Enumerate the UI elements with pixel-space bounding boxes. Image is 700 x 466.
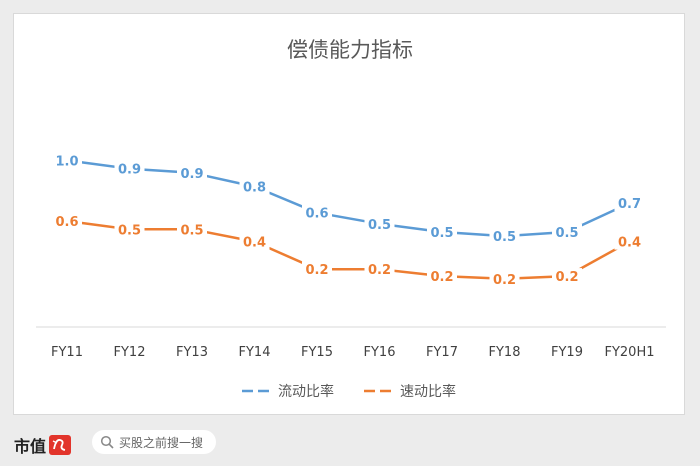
data-label-bg: [239, 233, 270, 250]
data-label-bg: [364, 261, 395, 278]
data-label-bg: [489, 270, 520, 287]
data-label: 0.9: [118, 163, 141, 178]
data-label-bg: [614, 195, 645, 212]
footer-bar: 市值 买股之前搜一搜: [0, 420, 700, 466]
x-tick-label: FY11: [51, 345, 83, 360]
x-tick-label: FY15: [301, 345, 333, 360]
data-label-bg: [552, 268, 582, 285]
data-label-bg: [239, 178, 270, 195]
series-line-1: [66, 159, 631, 238]
chart-card: 偿债能力指标 FY11 FY12 FY13 FY14 FY15 FY16 FY17 FY18 F…: [13, 13, 685, 415]
data-label: 0.4: [618, 236, 641, 251]
legend: 流动比率 速动比率: [242, 383, 456, 400]
data-label-bg: [364, 215, 395, 232]
x-tick-label: FY14: [239, 345, 271, 360]
data-label-bg: [552, 224, 582, 241]
x-tick-label: FY17: [426, 345, 458, 360]
data-label: 0.5: [430, 226, 453, 241]
data-label-bg: [614, 233, 645, 250]
data-label-bg: [114, 160, 145, 177]
brand: 市值: [14, 433, 72, 457]
data-label: 0.9: [180, 167, 203, 182]
data-label-bg: [52, 212, 82, 229]
x-tick-label: FY19: [551, 345, 583, 360]
data-label: 0.5: [118, 223, 141, 238]
chart-title: 偿债能力指标: [287, 38, 413, 62]
legend-label: 流动比率: [278, 383, 334, 400]
series-line-2: [66, 219, 631, 281]
data-label: 0.2: [493, 273, 516, 288]
data-label: 0.6: [55, 215, 78, 230]
line-chart: 偿债能力指标 FY11 FY12 FY13 FY14 FY15 FY16 FY17 FY18 F…: [36, 38, 666, 400]
data-label: 0.4: [243, 236, 266, 251]
data-label-bg: [302, 204, 332, 221]
legend-label: 速动比率: [400, 383, 456, 400]
data-label: 0.5: [555, 226, 578, 241]
data-label: 0.2: [368, 263, 391, 278]
brand-logo-icon: [49, 435, 72, 455]
data-label-bg: [177, 164, 207, 181]
data-label: 0.5: [368, 218, 391, 233]
data-label-bg: [114, 221, 145, 238]
plot-area: FY11 FY12 FY13 FY14 FY15 FY16 FY17 FY18 FY19 FY20…: [51, 152, 655, 360]
data-label-bg: [52, 152, 82, 169]
data-label: 0.2: [430, 270, 453, 285]
data-label: 0.7: [618, 197, 641, 212]
data-label-bg: [302, 261, 332, 278]
search-icon: [100, 435, 114, 449]
data-label: 0.6: [305, 207, 328, 222]
data-label: 1.0: [55, 154, 78, 169]
x-tick-label: FY12: [114, 345, 146, 360]
data-label: 0.2: [555, 270, 578, 285]
x-tick-label: FY18: [489, 345, 521, 360]
data-label-bg: [427, 268, 457, 285]
data-label: 0.5: [493, 230, 516, 245]
data-label-bg: [489, 228, 520, 245]
data-label: 0.8: [243, 181, 266, 196]
x-tick-label: FY16: [364, 345, 396, 360]
search-input[interactable]: 买股之前搜一搜: [92, 430, 216, 454]
brand-name: 市值: [14, 437, 47, 456]
x-tick-label: FY20H1: [604, 345, 654, 360]
data-label-bg: [177, 221, 207, 238]
search-placeholder: 买股之前搜一搜: [119, 435, 204, 450]
data-label: 0.2: [305, 263, 328, 278]
x-tick-label: FY13: [176, 345, 208, 360]
data-label: 0.5: [180, 223, 203, 238]
data-label-bg: [427, 224, 457, 241]
